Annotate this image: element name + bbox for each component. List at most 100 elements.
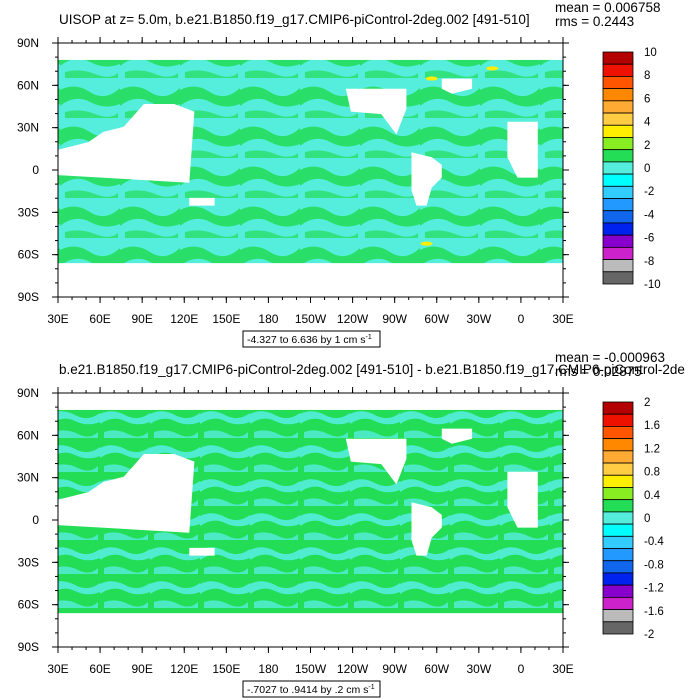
units-exponent: -1 (365, 334, 371, 341)
colorbar-label: -1.2 (644, 583, 664, 595)
x-tick-label: 120E (170, 312, 198, 326)
colorbar-label: -0.8 (644, 559, 664, 571)
colorbar-label: -0.4 (644, 536, 664, 548)
land-mask (58, 454, 195, 533)
colorbar-swatch (602, 124, 634, 138)
colorbar-swatch (602, 584, 634, 598)
x-tick-label: 90E (131, 312, 152, 326)
colorbar-label: -1.6 (644, 606, 664, 618)
y-tick-label: 90N (17, 386, 39, 400)
x-tick-label: 60E (89, 312, 110, 326)
mean-stat: mean = -0.000963 (555, 350, 665, 365)
colorbar-label: -10 (644, 279, 661, 291)
colorbar-swatch (602, 149, 634, 163)
colorbar-label: 10 (644, 47, 657, 59)
colorbar-swatch (602, 63, 634, 77)
land-mask (189, 547, 215, 556)
land-mask (189, 197, 215, 206)
colorbar-swatch (602, 596, 634, 610)
colorbar-swatch (602, 161, 634, 175)
x-tick-label: 120W (337, 662, 369, 676)
colorbar-swatch (602, 438, 634, 452)
colorbar-label: 2 (644, 397, 650, 409)
field-hotspot (425, 76, 438, 81)
colorbar-label: 0 (644, 163, 650, 175)
x-tick-label: 120W (337, 312, 369, 326)
x-tick-label: 30E (552, 312, 573, 326)
x-tick-label: 90W (382, 312, 407, 326)
y-tick-label: 30S (18, 205, 39, 219)
colorbar-label: 0 (644, 513, 650, 525)
x-tick-label: 30E (47, 312, 68, 326)
land-mask (58, 104, 195, 183)
colorbar-swatch (602, 112, 634, 126)
x-tick-label: 0 (518, 662, 525, 676)
land-mask (58, 276, 563, 297)
x-tick-label: 60W (424, 312, 449, 326)
panel-2: b.e21.B1850.f19_g17.CMIP6-piControl-2deg… (17, 350, 685, 698)
colorbar-label: -8 (644, 256, 654, 268)
colorbar-label: 4 (644, 117, 651, 129)
x-tick-label: 30E (552, 662, 573, 676)
y-tick-label: 90S (18, 290, 39, 304)
colorbar-label: -2 (644, 629, 654, 641)
x-tick-label: 30W (466, 662, 491, 676)
colorbar-swatch (602, 234, 634, 248)
mean-stat: mean = 0.006758 (555, 0, 660, 15)
land-mask (507, 471, 538, 528)
land-mask (441, 78, 473, 94)
colorbar-swatch (602, 426, 634, 440)
colorbar-label: 0.4 (644, 490, 661, 502)
land-mask (411, 502, 442, 556)
colorbar-swatch (602, 100, 634, 114)
colorbar-swatch (602, 137, 634, 151)
y-tick-label: 0 (32, 513, 39, 527)
land-mask (507, 121, 538, 178)
plot-title: b.e21.B1850.f19_g17.CMIP6-piControl-2deg… (59, 362, 685, 377)
y-tick-label: 60N (17, 78, 39, 92)
colorbar-swatch (602, 548, 634, 562)
y-tick-label: 60S (18, 248, 39, 262)
y-tick-label: 30N (17, 121, 39, 135)
colorbar-swatch (602, 51, 634, 65)
land-mask (345, 438, 407, 485)
colorbar-swatch (602, 210, 634, 224)
colorbar-swatch (602, 462, 634, 476)
land-mask (441, 428, 473, 444)
field-hotspot (486, 66, 499, 71)
x-tick-label: 60W (424, 662, 449, 676)
y-tick-label: 60N (17, 428, 39, 442)
rms-stat: rms = 0.2443 (555, 14, 634, 29)
x-tick-label: 150E (212, 312, 240, 326)
y-tick-label: 90N (17, 36, 39, 50)
y-tick-label: 60S (18, 598, 39, 612)
y-tick-label: 90S (18, 640, 39, 654)
x-tick-label: 120E (170, 662, 198, 676)
colorbar-label: 1.2 (644, 443, 660, 455)
x-tick-label: 180 (258, 662, 278, 676)
rms-stat: rms = 0.02875 (555, 364, 642, 379)
colorbar-label: 1.6 (644, 420, 660, 432)
colorbar-swatch (602, 474, 634, 488)
colorbar-swatch (602, 413, 634, 427)
x-tick-label: 30W (466, 312, 491, 326)
colorbar-swatch (602, 609, 634, 623)
contour-range-label: -4.327 to 6.636 by 1 cm s-1 (247, 334, 372, 346)
land-mask (58, 626, 563, 647)
colorbar-label: -6 (644, 233, 654, 245)
colorbar-swatch (602, 271, 634, 285)
colorbar-swatch (602, 173, 634, 187)
x-tick-label: 30E (47, 662, 68, 676)
colorbar-swatch (602, 76, 634, 90)
colorbar-swatch (602, 535, 634, 549)
panel-1: UISOP at z= 5.0m, b.e21.B1850.f19_g17.CM… (17, 0, 661, 348)
colorbar-swatch (602, 198, 634, 212)
colorbar-label: 6 (644, 93, 650, 105)
contour-range-box (242, 680, 381, 698)
colorbar-swatch (602, 401, 634, 415)
x-tick-label: 90W (382, 662, 407, 676)
colorbar-swatch (602, 487, 634, 501)
colorbar-swatch (602, 572, 634, 586)
colorbar-label: 8 (644, 70, 650, 82)
